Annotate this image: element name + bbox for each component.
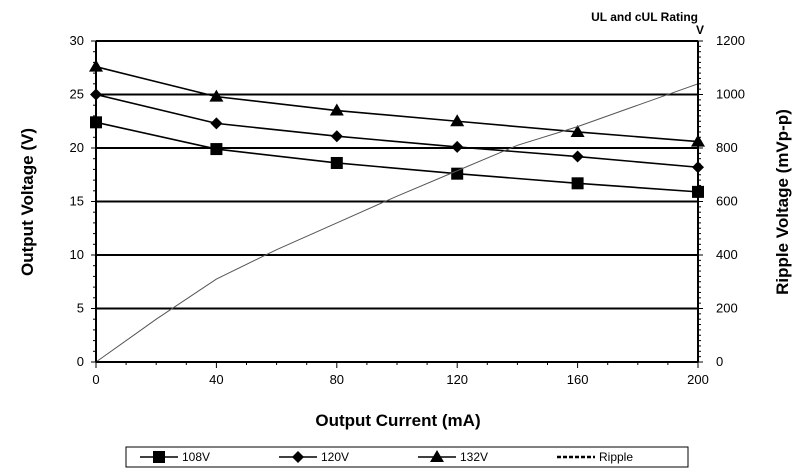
data-point [210,117,223,130]
legend-item-120v: 120V [279,450,349,464]
series-line [95,93,699,169]
series-108v [90,116,704,198]
y-tick-label: 5 [77,301,84,316]
legend: 108V 120V 132V Ripple [125,446,689,468]
x-axis-title: Output Current (mA) [315,411,480,430]
series-132v [89,59,705,147]
legend-marker [292,451,304,463]
data-point [209,89,224,102]
y2-tick-label: 800 [716,140,738,155]
x-tick-label: 0 [92,372,99,387]
x-tick-label: 40 [209,372,223,387]
y2-tick-label: 400 [716,247,738,262]
y-tick-label: 15 [70,194,84,209]
series-line [95,65,699,143]
legend-item-108v: 108V [140,450,210,464]
data-point [571,177,584,190]
y2-tick-label: 1000 [716,87,745,102]
y-tick-label: 20 [70,140,84,155]
x-tick-label: 160 [567,372,589,387]
series-line [95,121,699,193]
x-tick-label: 120 [446,372,468,387]
data-point [571,150,584,163]
data-point [451,140,464,153]
data-point [450,114,465,127]
y-tick-label: 30 [70,33,84,48]
series-line [95,83,699,363]
y2-tick-label: 1200 [716,33,745,48]
series-layer [89,59,705,363]
legend-label: 120V [321,450,349,464]
data-point [330,130,343,143]
legend-item-132v: 132V [418,450,488,464]
grid-lines [96,40,698,310]
x-tick-label: 80 [330,372,344,387]
y2-axis-title: Ripple Voltage (mVp-p) [773,109,792,295]
series-120v [90,88,704,174]
data-point [451,167,464,180]
y-tick-label: 0 [77,354,84,369]
chart-title-suffix: V [696,23,704,37]
legend-item-ripple: Ripple [557,450,633,464]
data-point [210,143,223,156]
data-point [329,103,344,116]
x-tick-label: 200 [687,372,709,387]
chart-title: UL and cUL Rating [591,10,698,24]
legend-label: Ripple [599,450,633,464]
data-point [570,124,585,137]
y-axis-title: Output Voltage (V) [18,128,37,276]
y-tick-label: 25 [70,87,84,102]
legend-marker [430,450,444,462]
legend-marker [153,451,165,463]
legend-label: 108V [182,450,210,464]
data-point [330,156,343,169]
y2-tick-label: 200 [716,301,738,316]
y-tick-label: 10 [70,247,84,262]
legend-box [125,446,689,468]
y2-tick-label: 0 [716,354,723,369]
y2-tick-label: 600 [716,194,738,209]
axes: 0 5 10 15 20 25 30 0 200 400 600 800 1000 1200 0 40 80 12… [70,33,745,387]
series-ripple [95,83,699,363]
legend-label: 132V [460,450,488,464]
